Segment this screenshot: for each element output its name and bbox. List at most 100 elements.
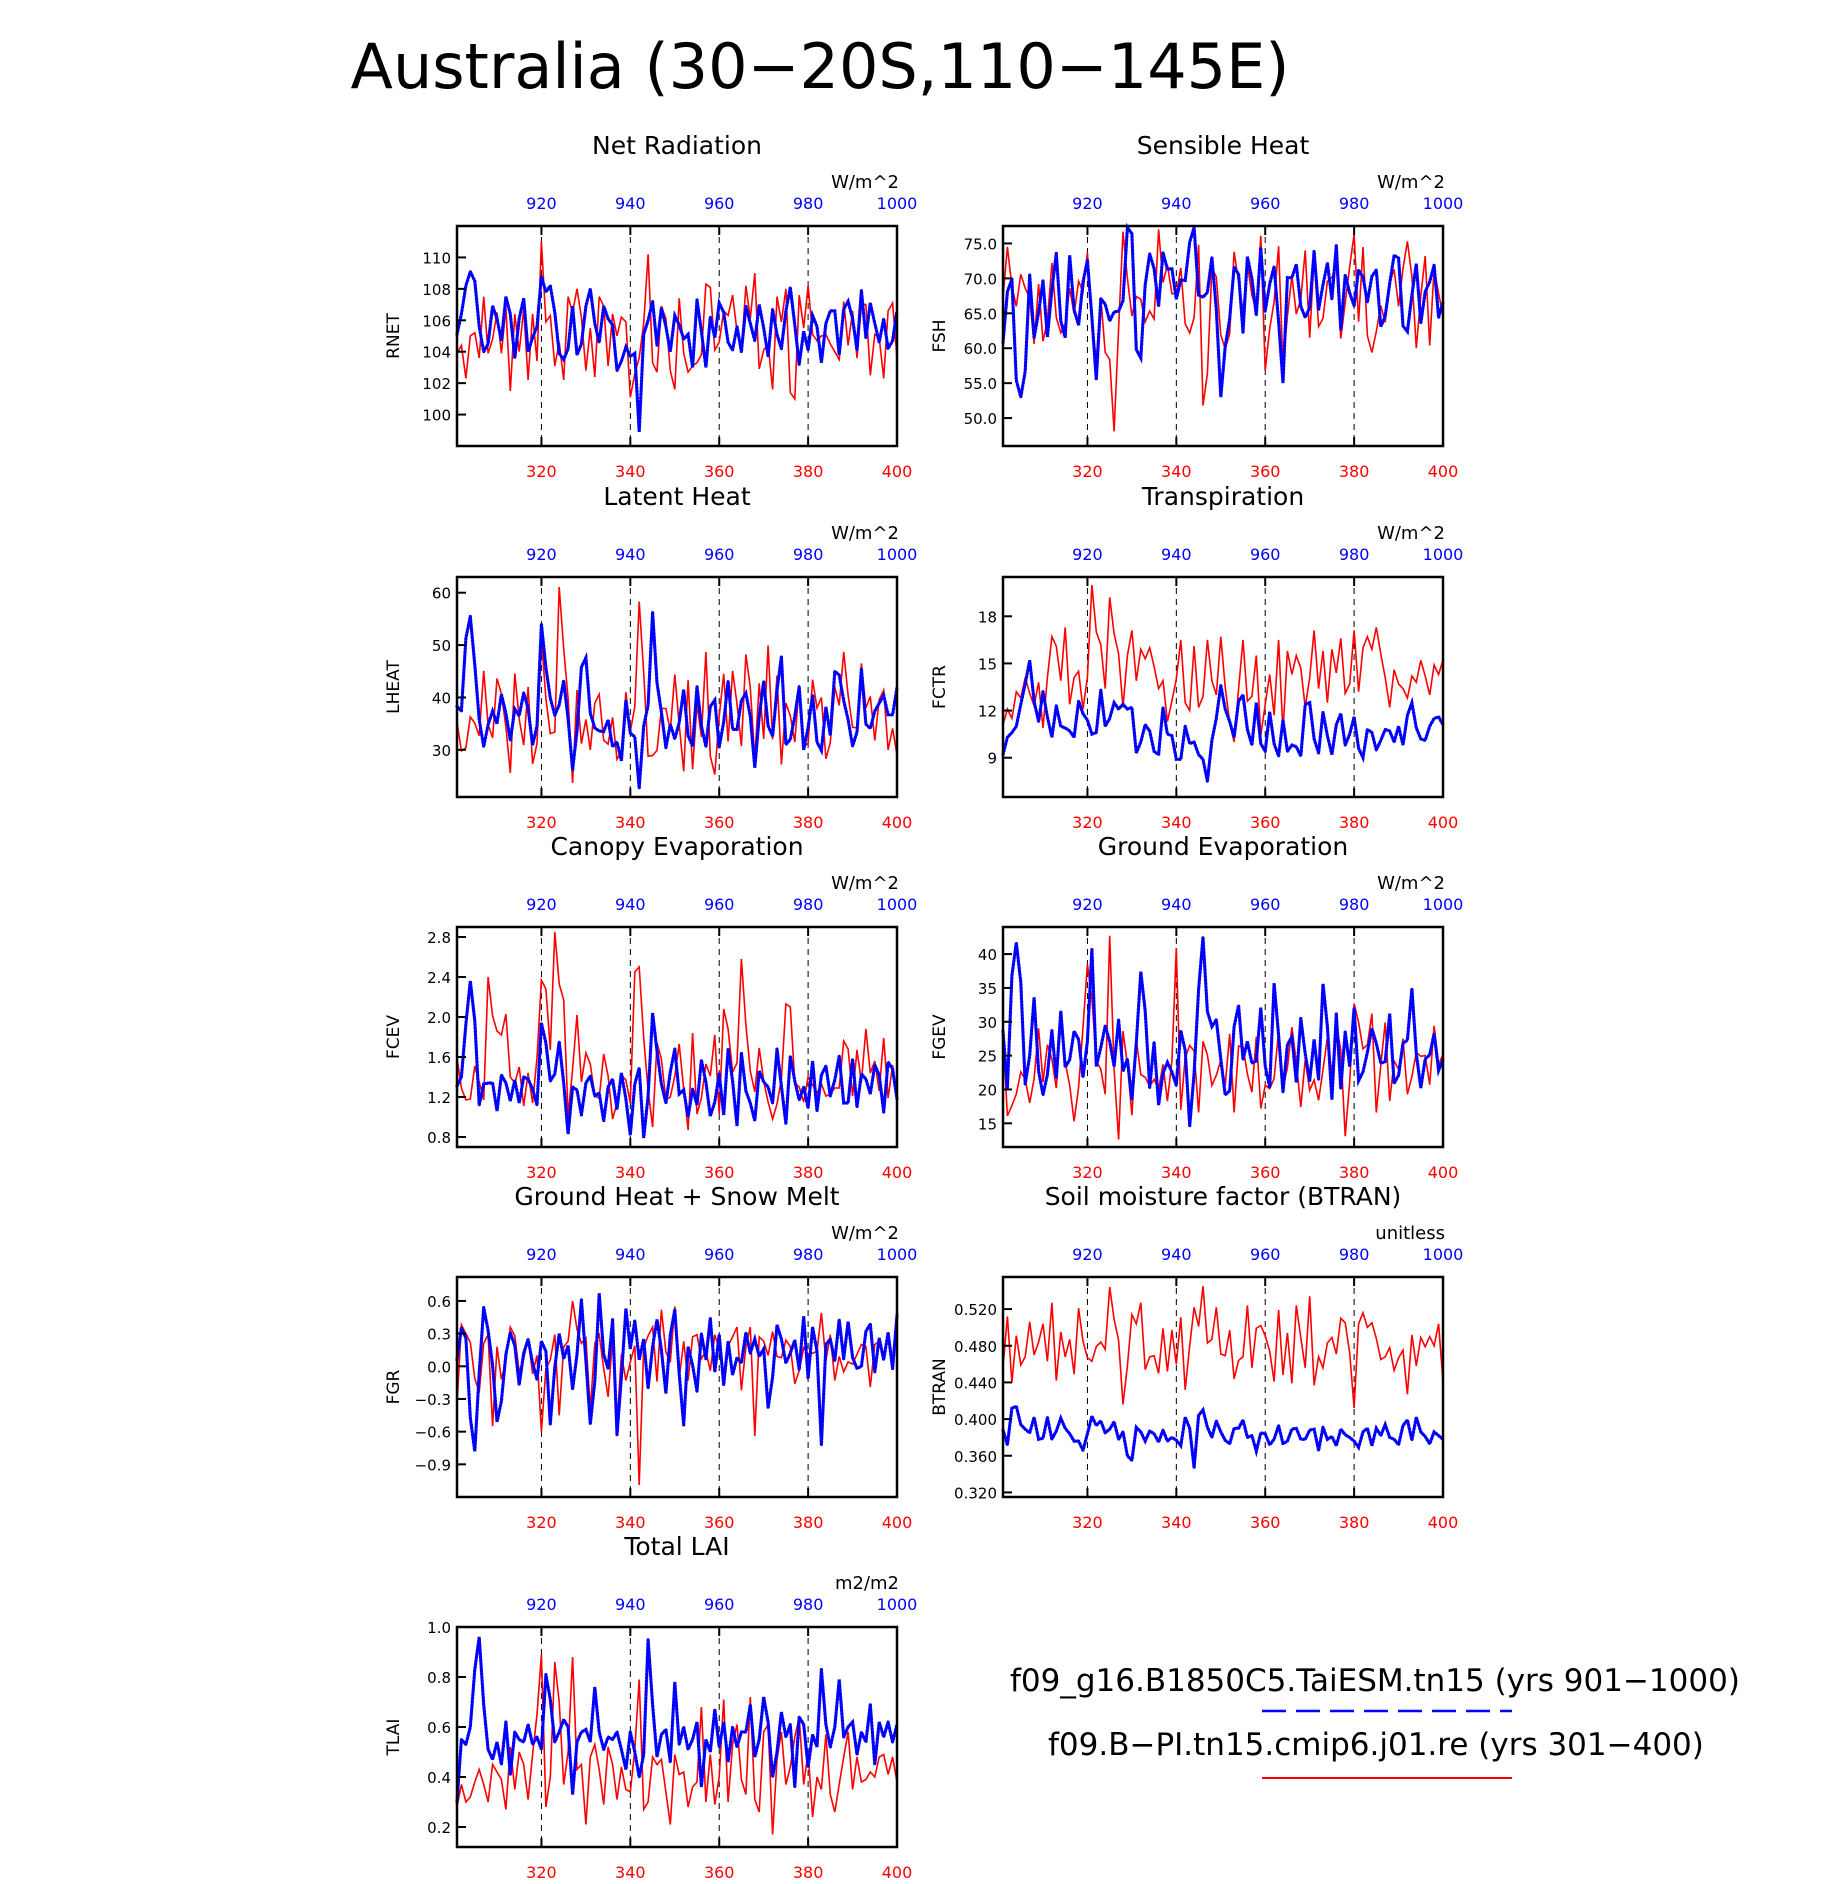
x-tick-label-bottom: 360 xyxy=(704,1163,735,1182)
x-tick-label-bottom: 340 xyxy=(1161,462,1192,481)
x-tick-label-top: 920 xyxy=(526,1245,557,1264)
x-tick-label-bottom: 340 xyxy=(615,813,646,832)
x-tick-label-bottom: 360 xyxy=(704,462,735,481)
x-tick-label-bottom: 340 xyxy=(1161,813,1192,832)
y-tick-label: −0.9 xyxy=(415,1456,451,1474)
x-tick-label-bottom: 360 xyxy=(704,1513,735,1532)
plot-frame xyxy=(455,925,899,1149)
x-tick-label-top: 1000 xyxy=(877,545,918,564)
series-blue-line xyxy=(455,612,899,789)
x-tick-label-bottom: 400 xyxy=(1428,1163,1459,1182)
y-tick-label: 0.4 xyxy=(427,1769,451,1787)
x-tick-label-top: 960 xyxy=(704,895,735,914)
x-tick-label-bottom: 380 xyxy=(793,1513,824,1532)
panel-lheat: 30 40 50 60 320 340 360 380 400 920 940 960 980 1000W… xyxy=(384,482,917,832)
x-tick-label-bottom: 360 xyxy=(704,813,735,832)
x-tick-label-bottom: 400 xyxy=(882,1863,913,1882)
x-tick-label-top: 1000 xyxy=(1423,1245,1464,1264)
x-tick-label-top: 980 xyxy=(1339,194,1370,213)
y-tick-label: 0.3 xyxy=(427,1326,451,1344)
y-tick-label: 106 xyxy=(422,312,451,330)
x-tick-label-top: 920 xyxy=(526,1595,557,1614)
x-tick-label-top: 1000 xyxy=(877,1595,918,1614)
x-tick-label-top: 980 xyxy=(793,545,824,564)
x-tick-label-bottom: 360 xyxy=(1250,1163,1281,1182)
y-tick-label: −0.6 xyxy=(415,1424,451,1442)
y-axis-label: BTRAN xyxy=(930,1358,950,1416)
series-red-line xyxy=(1002,584,1444,743)
x-tick-label-top: 920 xyxy=(1072,895,1103,914)
y-tick-label: 40 xyxy=(432,689,451,707)
x-tick-label-bottom: 340 xyxy=(1161,1163,1192,1182)
panel-title: Canopy Evaporation xyxy=(550,832,803,861)
units-label: W/m^2 xyxy=(831,873,899,894)
x-tick-label-bottom: 320 xyxy=(526,462,557,481)
y-tick-label: 110 xyxy=(422,249,451,267)
units-label: W/m^2 xyxy=(1377,523,1445,544)
x-tick-label-top: 960 xyxy=(1250,1245,1281,1264)
y-tick-label: 1.2 xyxy=(427,1089,451,1107)
y-tick-label: 9 xyxy=(987,750,997,768)
y-tick-label: −0.3 xyxy=(415,1391,451,1409)
y-tick-label: 104 xyxy=(422,344,451,362)
x-tick-label-top: 960 xyxy=(1250,895,1281,914)
y-tick-label: 50.0 xyxy=(964,410,997,428)
x-tick-label-top: 1000 xyxy=(877,1245,918,1264)
figure-title: Australia (30−20S,110−145E) xyxy=(351,30,1290,103)
y-tick-label: 20 xyxy=(978,1081,997,1099)
y-tick-label: 35 xyxy=(978,980,997,998)
panel-title: Latent Heat xyxy=(603,482,751,511)
y-tick-label: 0.8 xyxy=(427,1129,451,1147)
y-tick-label: 2.0 xyxy=(427,1009,451,1027)
y-tick-label: 1.6 xyxy=(427,1049,451,1067)
series-blue-line xyxy=(1001,1404,1445,1468)
panel-title: Net Radiation xyxy=(592,131,762,160)
plot-frame xyxy=(1001,925,1445,1149)
y-tick-label: 0.6 xyxy=(427,1719,451,1737)
y-tick-label: 65.0 xyxy=(964,305,997,323)
y-tick-label: 15 xyxy=(978,655,997,673)
panel-title: Soil moisture factor (BTRAN) xyxy=(1045,1182,1402,1211)
units-label: W/m^2 xyxy=(1377,172,1445,193)
y-axis-label: RNET xyxy=(384,313,404,359)
y-tick-label: 2.8 xyxy=(427,929,451,947)
series-red-line xyxy=(1002,1286,1444,1409)
y-tick-label: 25 xyxy=(978,1048,997,1066)
legend-entry-2: f09.B−PI.tn15.cmip6.j01.re (yrs 301−400) xyxy=(1048,1727,1704,1763)
x-tick-label-bottom: 400 xyxy=(882,462,913,481)
y-axis-label: FGR xyxy=(384,1369,404,1404)
x-tick-label-top: 980 xyxy=(793,1245,824,1264)
x-tick-label-bottom: 360 xyxy=(1250,813,1281,832)
x-tick-label-bottom: 340 xyxy=(1161,1513,1192,1532)
x-tick-label-top: 1000 xyxy=(1423,194,1464,213)
y-tick-label: 60 xyxy=(432,585,451,603)
x-tick-label-top: 960 xyxy=(704,545,735,564)
x-tick-label-bottom: 380 xyxy=(1339,1163,1370,1182)
y-tick-label: 0.480 xyxy=(954,1338,997,1356)
y-tick-label: 0.0 xyxy=(427,1358,451,1376)
x-tick-label-bottom: 400 xyxy=(1428,1513,1459,1532)
y-tick-label: 1.0 xyxy=(427,1619,451,1637)
plot-frame xyxy=(455,1625,899,1849)
y-axis-label: FCTR xyxy=(930,665,950,709)
series-red-line xyxy=(1002,229,1444,432)
series-blue-line xyxy=(455,980,899,1139)
x-tick-label-top: 960 xyxy=(704,1245,735,1264)
x-tick-label-top: 980 xyxy=(793,895,824,914)
x-tick-label-top: 920 xyxy=(1072,545,1103,564)
x-tick-label-bottom: 320 xyxy=(526,1513,557,1532)
panel-title: Ground Evaporation xyxy=(1098,832,1348,861)
y-tick-label: 0.400 xyxy=(954,1411,997,1429)
y-tick-label: 0.440 xyxy=(954,1374,997,1392)
x-tick-label-top: 920 xyxy=(1072,1245,1103,1264)
series-red-line xyxy=(1002,935,1444,1140)
y-tick-label: 0.320 xyxy=(954,1484,997,1502)
x-tick-label-top: 940 xyxy=(1161,895,1192,914)
x-tick-label-bottom: 400 xyxy=(882,1163,913,1182)
x-tick-label-bottom: 400 xyxy=(882,1513,913,1532)
panel-fctr: 9 12 15 18 320 340 360 380 400 920 940 960 980 1000W/… xyxy=(930,482,1463,832)
y-tick-label: 30 xyxy=(978,1014,997,1032)
y-tick-label: 70.0 xyxy=(964,270,997,288)
y-tick-label: 30 xyxy=(432,742,451,760)
plot-frame xyxy=(455,1275,899,1499)
